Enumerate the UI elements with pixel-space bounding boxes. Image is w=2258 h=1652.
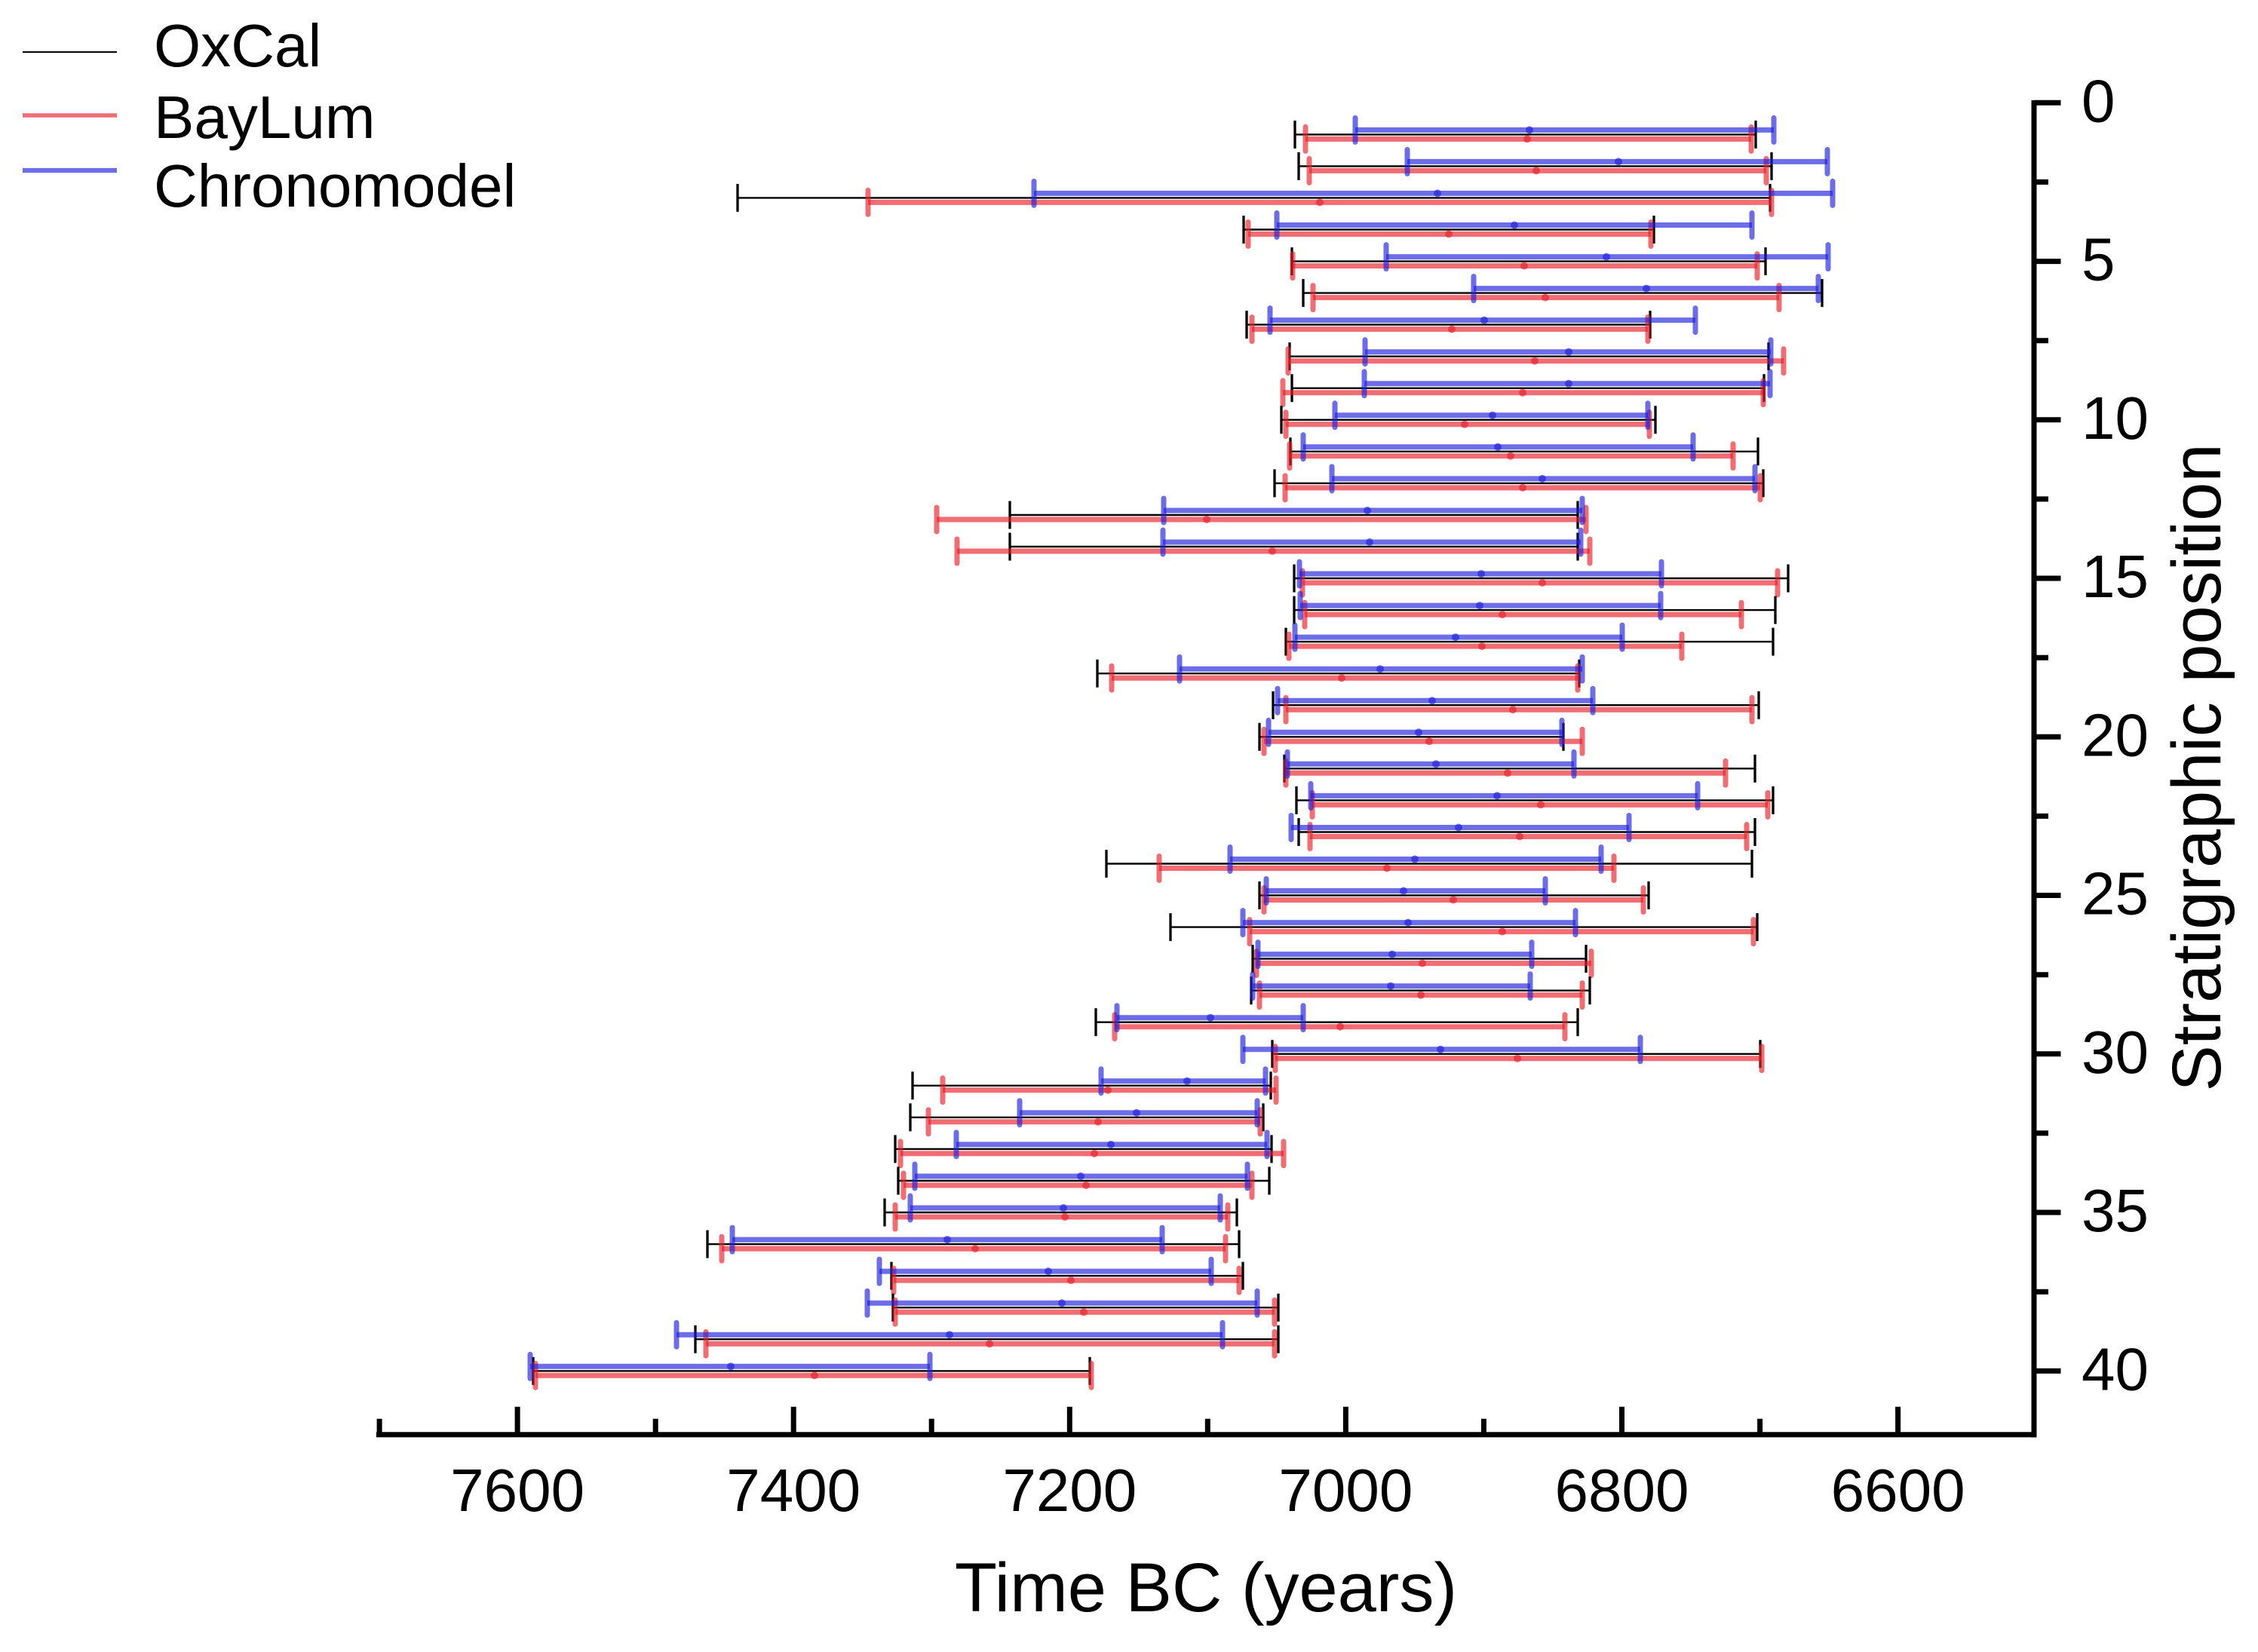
svg-text:30: 30 [2082, 1019, 2149, 1086]
svg-text:7000: 7000 [1278, 1457, 1413, 1524]
svg-text:7400: 7400 [726, 1457, 861, 1524]
svg-text:Time BC (years): Time BC (years) [955, 1549, 1457, 1626]
svg-text:40: 40 [2082, 1335, 2149, 1402]
svg-text:20: 20 [2082, 701, 2149, 768]
svg-text:25: 25 [2082, 860, 2149, 927]
svg-text:15: 15 [2082, 543, 2149, 610]
svg-text:OxCal: OxCal [154, 12, 321, 79]
svg-text:5: 5 [2082, 226, 2115, 293]
svg-text:Stratigraphic position: Stratigraphic position [2158, 443, 2235, 1091]
svg-text:10: 10 [2082, 385, 2149, 452]
svg-text:7600: 7600 [450, 1457, 584, 1524]
svg-text:0: 0 [2082, 67, 2115, 134]
svg-text:6600: 6600 [1831, 1457, 1965, 1524]
svg-text:Chronomodel: Chronomodel [154, 152, 516, 219]
svg-text:7200: 7200 [1002, 1457, 1137, 1524]
svg-text:BayLum: BayLum [154, 84, 375, 151]
svg-text:35: 35 [2082, 1177, 2149, 1244]
svg-text:6800: 6800 [1555, 1457, 1689, 1524]
